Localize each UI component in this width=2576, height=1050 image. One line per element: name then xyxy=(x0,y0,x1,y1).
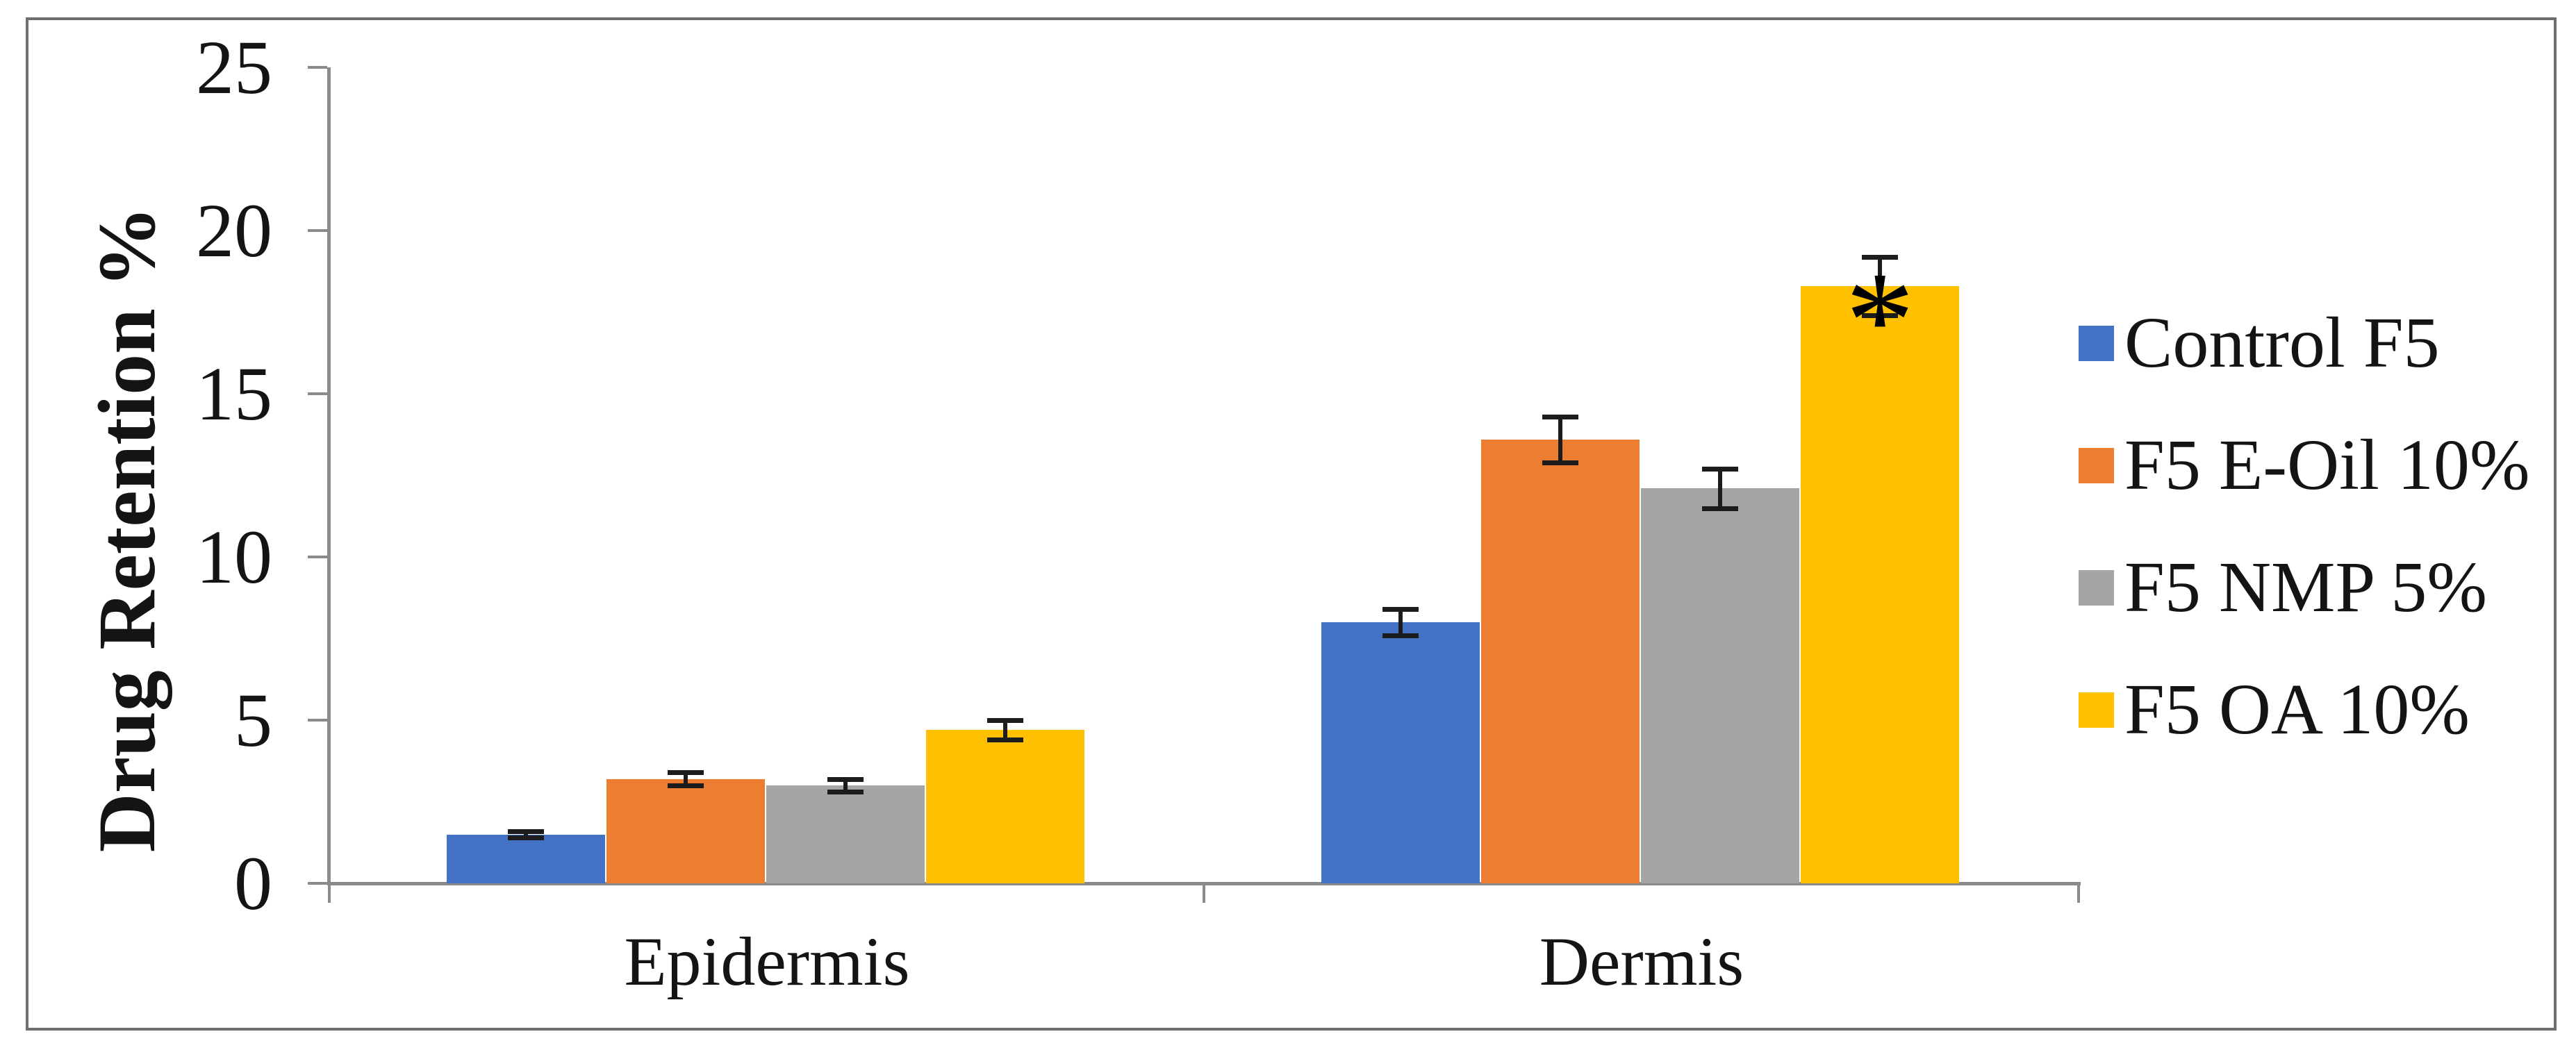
legend-swatch-icon xyxy=(2079,570,2114,606)
y-tick-label: 10 xyxy=(196,515,272,599)
error-bar-line xyxy=(1003,720,1007,740)
error-bar-cap-bottom xyxy=(1702,506,1738,511)
bar-epidermis-3 xyxy=(766,785,925,883)
bar-epidermis-4 xyxy=(926,730,1084,883)
y-tick-label: 25 xyxy=(196,25,272,110)
bar-dermis-1 xyxy=(1321,622,1480,883)
error-bar-line xyxy=(524,831,528,838)
error-bar-line xyxy=(1398,609,1403,635)
error-bar-cap-bottom xyxy=(1862,313,1898,318)
y-tick-label: 15 xyxy=(196,351,272,436)
error-bar-cap-top xyxy=(827,777,864,782)
bar-epidermis-1 xyxy=(447,835,605,883)
error-bar-cap-top xyxy=(668,770,704,775)
error-bar-cap-top xyxy=(1542,415,1578,419)
legend-swatch-icon xyxy=(2079,448,2114,483)
error-bar-cap-bottom xyxy=(987,738,1023,742)
legend-label: F5 OA 10% xyxy=(2124,669,2470,749)
y-tick-mark xyxy=(308,882,327,885)
x-tick-mark xyxy=(2077,883,2080,903)
error-bar-cap-bottom xyxy=(508,835,544,840)
y-tick-mark xyxy=(308,229,327,232)
error-bar-line xyxy=(684,772,688,785)
error-bar-cap-top xyxy=(1862,255,1898,260)
error-bar-line xyxy=(1558,417,1562,462)
y-axis-line xyxy=(327,67,331,885)
x-tick-mark xyxy=(1203,883,1205,903)
y-tick-mark xyxy=(308,392,327,395)
error-bar-cap-bottom xyxy=(668,783,704,788)
bar-dermis-4 xyxy=(1801,286,1959,883)
x-category-label: Epidermis xyxy=(624,923,910,1000)
y-tick-label: 5 xyxy=(234,678,272,762)
y-tick-label: 20 xyxy=(196,188,272,273)
error-bar-cap-bottom xyxy=(1542,460,1578,465)
x-tick-mark xyxy=(328,883,331,903)
error-bar-cap-top xyxy=(1702,467,1738,472)
y-tick-mark xyxy=(308,719,327,722)
legend-label: F5 E-Oil 10% xyxy=(2124,425,2530,505)
legend-swatch-icon xyxy=(2079,326,2114,361)
legend-swatch-icon xyxy=(2079,692,2114,728)
y-tick-mark xyxy=(308,556,327,558)
legend-label: Control F5 xyxy=(2124,303,2440,383)
bar-dermis-2 xyxy=(1481,440,1640,883)
x-category-label: Dermis xyxy=(1539,923,1744,1000)
error-bar-cap-top xyxy=(508,829,544,834)
error-bar-line xyxy=(1718,469,1722,508)
error-bar-cap-bottom xyxy=(827,790,864,794)
bar-epidermis-2 xyxy=(606,779,765,883)
y-tick-label: 0 xyxy=(234,841,272,926)
legend-label: F5 NMP 5% xyxy=(2124,547,2488,627)
error-bar-line xyxy=(843,779,848,792)
y-tick-mark xyxy=(308,66,327,69)
figure-border xyxy=(26,17,2557,1031)
error-bar-cap-bottom xyxy=(1382,633,1419,638)
error-bar-cap-top xyxy=(987,718,1023,723)
error-bar-line xyxy=(1878,257,1882,315)
error-bar-cap-top xyxy=(1382,607,1419,612)
bar-dermis-3 xyxy=(1641,488,1799,883)
